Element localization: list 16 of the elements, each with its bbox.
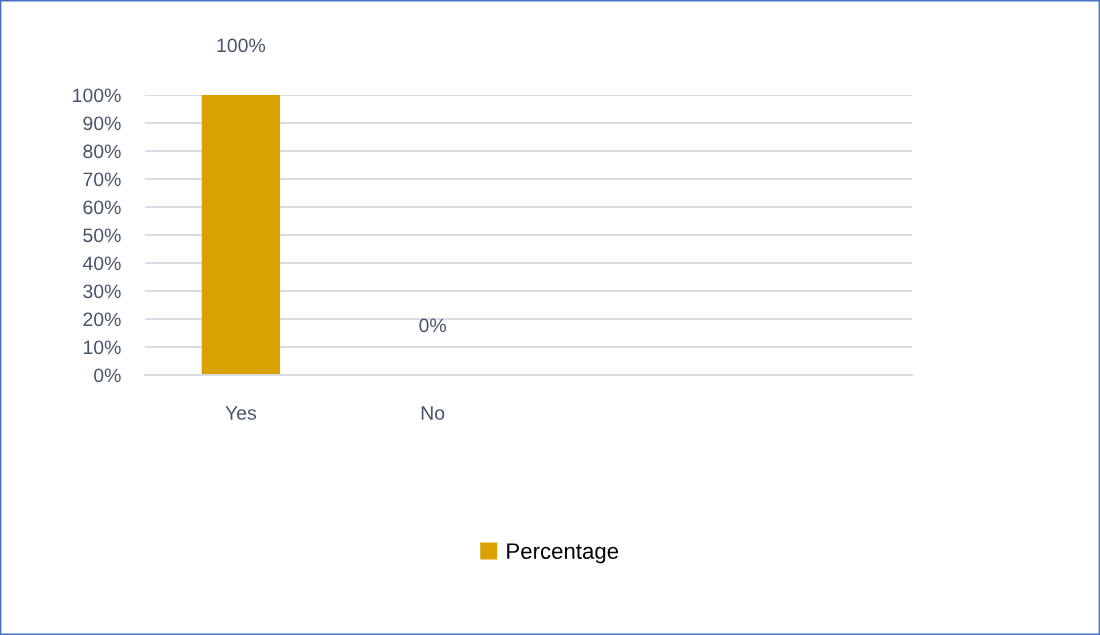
y-tick-label: 20% (83, 312, 121, 327)
y-tick-label: 30% (83, 284, 121, 299)
y-tick-label: 10% (83, 340, 121, 355)
y-tick-label: 0% (94, 368, 121, 383)
y-tick-label: 90% (83, 116, 121, 131)
y-tick-label: 40% (82, 256, 121, 271)
legend-label: Percentage (507, 543, 619, 564)
y-tick-label: 70% (83, 172, 121, 187)
text: 100% (217, 38, 266, 53)
text: 0% (419, 318, 446, 333)
x-tick-label: Yes (225, 406, 257, 420)
x-tick-label: No (421, 406, 445, 420)
y-tick-label: 60% (83, 200, 121, 215)
y-tick-label: 80% (83, 144, 121, 159)
y-tick-label: 100% (73, 88, 121, 103)
y-tick-label: 50% (83, 228, 121, 243)
